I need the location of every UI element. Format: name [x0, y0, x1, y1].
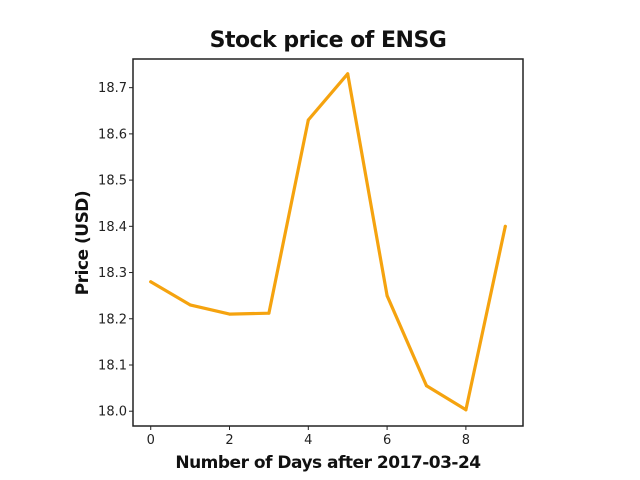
y-tick-label: 18.0	[98, 405, 127, 420]
y-tick-label: 18.7	[98, 81, 127, 96]
x-tick-label: 0	[147, 433, 155, 448]
x-tick-label: 4	[304, 433, 312, 448]
y-tick-label: 18.3	[98, 266, 127, 281]
series-line	[149, 72, 507, 412]
data-point	[385, 294, 389, 298]
x-tick-label: 6	[383, 433, 391, 448]
y-tick-label: 18.4	[98, 220, 127, 235]
x-axis-label: Number of Days after 2017-03-24	[175, 453, 481, 473]
data-point	[503, 224, 507, 228]
data-point	[267, 311, 271, 315]
x-tick-label: 8	[462, 433, 470, 448]
y-axis: 18.0 18.1 18.2 18.3 18.4 18.5 18.6 18.7	[98, 81, 133, 420]
y-axis-label: Price (USD)	[73, 191, 93, 295]
y-tick-label: 18.6	[98, 127, 127, 142]
x-tick-label: 2	[225, 433, 233, 448]
data-point	[424, 384, 428, 388]
chart-title: Stock price of ENSG	[210, 28, 447, 53]
x-axis: 0 2 4 6 8	[147, 426, 470, 448]
y-tick-label: 18.5	[98, 174, 127, 189]
data-point	[228, 312, 232, 316]
y-tick-label: 18.2	[98, 312, 127, 327]
series-layer	[149, 72, 507, 412]
data-point	[346, 72, 350, 76]
data-point	[149, 280, 153, 284]
plot-area-frame	[132, 58, 524, 427]
data-point	[188, 303, 192, 307]
y-tick-label: 18.1	[98, 358, 127, 373]
data-point	[306, 118, 310, 122]
data-point	[464, 408, 468, 412]
